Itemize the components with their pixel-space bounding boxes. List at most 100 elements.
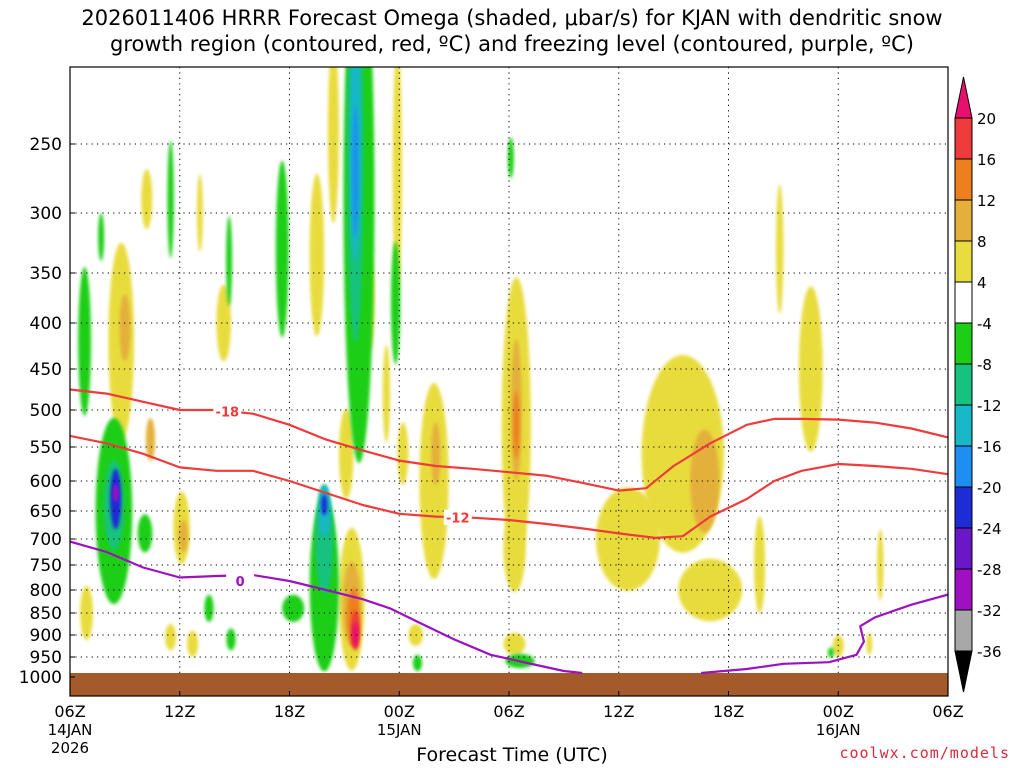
y-tick-label-2: 350 [30,264,62,284]
terrain [70,673,948,696]
y-tick-label-14: 950 [30,648,62,668]
omega-cell-26 [754,516,766,614]
x-tick-label-3: 00Z [384,702,415,721]
omega-cell-63 [352,105,359,238]
contour-label-bg-0 [213,403,242,419]
colorbar-swatch-8 [954,445,973,488]
y-tick-label-12: 850 [30,604,62,624]
omega-cell-54 [412,654,423,672]
chart-title-line-1: 2026011406 HRRR Forecast Omega (shaded, … [81,6,943,30]
colorbar-swatch-6 [954,363,973,406]
omega-cell-23 [678,558,743,622]
y-tick-label-15: 1000 [19,668,62,688]
y-tick-label-4: 450 [30,360,62,380]
omega-cell-29 [866,632,873,655]
x-axis-title: Forecast Time (UTC) [416,744,608,766]
colorbar-label-13: -36 [977,643,1002,661]
y-tick-label-10: 750 [30,556,62,576]
colorbar-label-8: -16 [977,438,1002,456]
omega-cell-57 [827,647,834,658]
colorbar-label-0: 20 [977,110,996,128]
site-credit: coolwx.com/models [839,744,1010,762]
omega-cell-8 [309,173,325,337]
omega-cell-32 [178,519,188,553]
y-tick-label-8: 650 [30,502,62,522]
x-tick-label-4: 06Z [493,702,524,721]
colorbar-swatch-9 [954,486,973,529]
y-tick-label-13: 900 [30,626,62,646]
omega-cell-53 [391,241,401,365]
colorbar-swatch-4 [954,281,973,324]
y-tick-label-0: 250 [30,135,62,155]
colorbar-swatch-1 [954,158,973,201]
omega-cell-42 [78,266,91,416]
omega-cell-47 [204,594,214,623]
x-tick-label-2: 18Z [274,702,305,721]
omega-cell-5 [187,630,199,657]
axes: 2503003504004505005506006507007508008509… [19,135,964,757]
omega-cell-49 [275,160,289,338]
omega-cell-20 [503,632,526,655]
omega-cell-38 [513,391,520,459]
y-tick-label-6: 550 [30,438,62,458]
colorbar-swatch-0 [954,117,973,160]
colorbar-label-4: 4 [977,274,987,292]
colorbar-label-5: -4 [977,315,992,333]
omega-cell-40 [352,622,359,648]
colorbar-label-12: -32 [977,602,1002,620]
colorbar-swatch-5 [954,322,973,365]
contour-label-bg-2 [226,573,255,588]
x-tick-label-8: 06Z [932,702,963,721]
omega-cell-55 [507,137,514,179]
colorbar-swatch-2 [954,199,973,242]
colorbar-label-7: -12 [977,397,1002,415]
temperature-contours: -18 -12 0 [70,388,948,675]
colorbar-label-10: -24 [977,520,1002,538]
omega-cell-34 [431,422,441,486]
y-tick-label-9: 700 [30,530,62,550]
y-tick-label-7: 600 [30,472,62,492]
omega-cell-48 [226,628,236,651]
x-tick-date-0: 14JAN [48,721,93,739]
x-tick-date-7: 16JAN [816,721,861,739]
omega-cell-22 [595,487,660,591]
colorbar-swatch-7 [954,404,973,447]
contour-label-0: -18 [216,405,240,420]
colorbar-swatch-10 [954,527,973,570]
omega-cell-10 [338,408,354,499]
colorbar-swatch-11 [954,568,973,611]
colorbar-label-3: 8 [977,233,987,251]
omega-cell-65 [321,494,328,516]
x-tick-label-5: 12Z [603,702,634,721]
contour-label-1: -12 [446,512,470,527]
contour-label-bg-1 [443,509,472,525]
omega-cell-50 [282,594,305,623]
omega-cell-45 [167,140,174,258]
omega-cell-46 [226,216,233,306]
x-tick-label-0: 06Z [54,702,85,721]
omega-cell-43 [98,213,105,261]
colorbar-label-1: 16 [977,151,996,169]
omega-cell-13 [327,67,339,224]
colorbar-swatch-12 [954,609,973,652]
omega-cell-36 [690,429,720,533]
colorbar-bottom-arrow [954,650,973,693]
y-tick-label-11: 800 [30,581,62,601]
colorbar-label-11: -28 [977,561,1002,579]
omega-cell-4 [165,624,177,651]
y-tick-label-5: 500 [30,401,62,421]
contour-line-3 [701,593,948,675]
y-tick-label-1: 300 [30,204,62,224]
terrain-fill [70,673,948,696]
colorbar-label-9: -20 [977,479,1002,497]
colorbar-label-6: -8 [977,356,992,374]
x-tick-year-0: 2026 [51,739,89,757]
omega-cell-66 [112,484,119,502]
x-tick-label-6: 18Z [713,702,744,721]
x-tick-label-1: 12Z [164,702,195,721]
colorbar: 20 16 12 8 4 -4 -8 -12 -16 -20 -24 -28 -32 -36 [954,76,1002,693]
contour-line-2 [70,540,583,675]
omega-cell-44 [137,514,153,553]
omega-cell-31 [145,418,156,462]
